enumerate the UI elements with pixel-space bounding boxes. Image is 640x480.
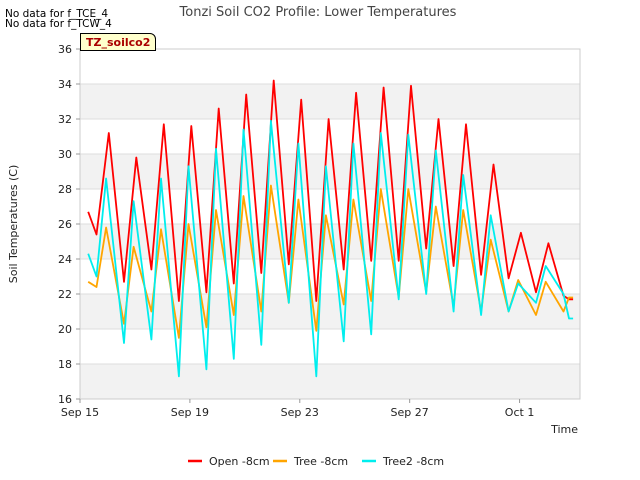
legend-label: Tree2 -8cm [382,455,444,468]
series-lines [87,79,574,378]
grid-band [80,294,580,329]
y-tick-label: 24 [58,253,72,266]
legend-label: Open -8cm [209,455,270,468]
x-axis: Sep 15 Sep 19 Sep 23 Sep 27 Oct 1 [61,399,534,419]
x-tick-label: Sep 19 [171,406,209,419]
y-tick-label: 32 [58,113,72,126]
x-tick-label: Sep 27 [391,406,429,419]
grid-band [80,84,580,119]
no-data-note-1: No data for f_TCE_4 [5,8,109,20]
legend: Open -8cm Tree -8cm Tree2 -8cm [188,455,444,468]
y-tick-label: 20 [58,323,72,336]
chart-title: Tonzi Soil CO2 Profile: Lower Temperatur… [179,5,457,20]
x-tick-label: Oct 1 [505,406,535,419]
x-axis-label: Time [550,423,578,436]
grid-band [80,364,580,399]
y-tick-label: 30 [58,148,72,161]
y-tick-label: 36 [58,43,72,56]
y-tick-label: 16 [58,393,72,406]
series-line-1 [87,79,574,302]
y-tick-label: 26 [58,218,72,231]
grid-band [80,329,580,364]
y-axis-label: Soil Temperatures (C) [7,165,20,284]
x-tick-label: Sep 15 [61,406,99,419]
legend-label: Tree -8cm [293,455,348,468]
x-tick-label: Sep 23 [281,406,319,419]
no-data-note-2: No data for f_TCW_4 [5,18,112,30]
y-tick-label: 34 [58,78,72,91]
y-tick-label: 18 [58,358,72,371]
y-tick-label: 28 [58,183,72,196]
grid-band [80,154,580,189]
y-tick-label: 22 [58,288,72,301]
site-tag-label: TZ_soilco2 [80,33,157,51]
y-axis: 16 18 20 22 24 26 28 30 32 34 36 [58,43,80,406]
series-line-3 [87,119,574,378]
grid-band [80,49,580,84]
